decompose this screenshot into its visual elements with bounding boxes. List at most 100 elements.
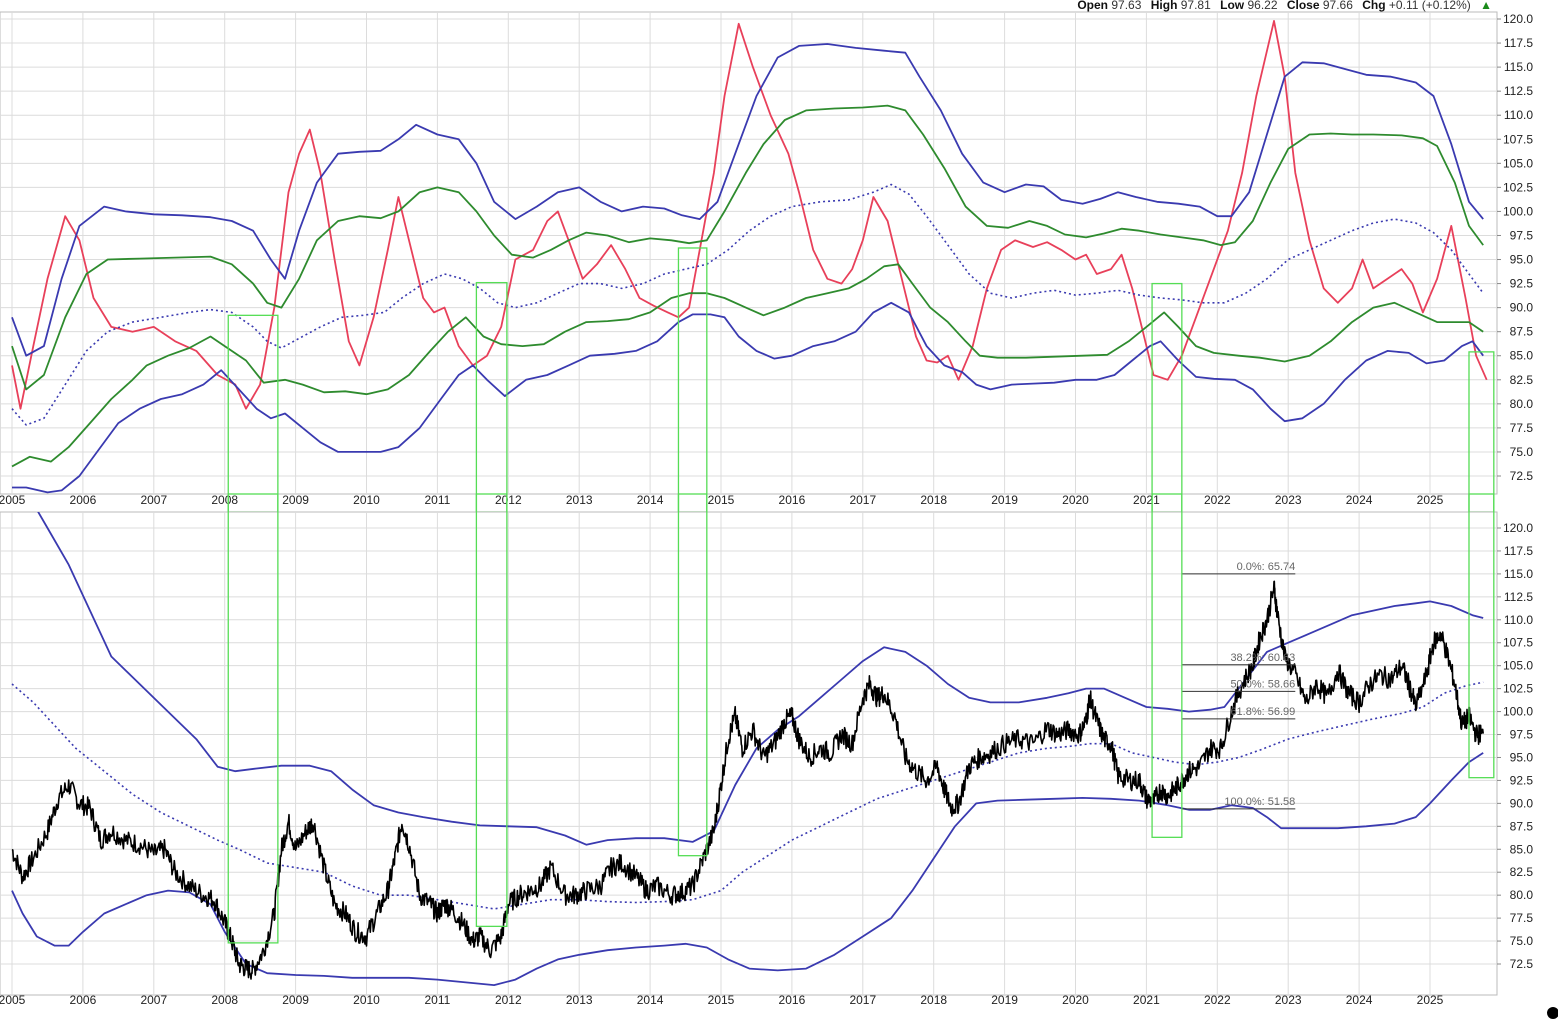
- x-tick-label: 2011: [424, 493, 450, 507]
- y-tick-label: 97.5: [1510, 228, 1534, 242]
- x-tick-label: 2011: [424, 993, 450, 1007]
- highlight-box: [475, 493, 508, 928]
- x-tick-label: 2006: [70, 993, 97, 1007]
- ohlc-header: Open 97.63 High 97.81 Low 96.22 Close 97…: [1077, 0, 1492, 12]
- y-tick-label: 92.5: [1510, 773, 1534, 787]
- y-tick-label: 92.5: [1510, 277, 1534, 291]
- y-tick-label: 77.5: [1510, 421, 1534, 435]
- y-tick-label: 87.5: [1510, 325, 1534, 339]
- x-tick-label: 2005: [0, 993, 26, 1007]
- x-tick-label: 2019: [991, 993, 1018, 1007]
- highlight-box: [677, 493, 708, 857]
- highlight-box: [1151, 493, 1183, 838]
- y-tick-label: 85.0: [1510, 842, 1534, 856]
- x-tick-label: 2022: [1204, 493, 1231, 507]
- y-tick-label: 105.0: [1503, 156, 1533, 170]
- x-tick-label: 2010: [353, 493, 380, 507]
- y-tick-label: 82.5: [1510, 373, 1534, 387]
- x-tick-label: 2016: [779, 993, 806, 1007]
- band-line-0: [37, 512, 1484, 846]
- y-tick-label: 77.5: [1510, 911, 1534, 925]
- x-tick-label: 2012: [495, 493, 522, 507]
- x-tick-label: 2017: [849, 993, 876, 1007]
- x-tick-label: 2023: [1275, 493, 1302, 507]
- x-tick-label: 2021: [1133, 993, 1160, 1007]
- up-arrow-icon: ▲: [1480, 0, 1492, 12]
- series-line-red-0: [11, 20, 1488, 410]
- plot-area: [0, 511, 1498, 996]
- fib-label: 61.8%: 56.99: [1230, 706, 1295, 718]
- low-label: Low: [1220, 0, 1245, 12]
- y-tick-label: 120.0: [1503, 12, 1533, 26]
- y-tick-label: 80.0: [1510, 397, 1534, 411]
- y-tick-label: 75.0: [1510, 934, 1534, 948]
- y-tick-label: 107.5: [1503, 636, 1533, 650]
- highlight-box: [1468, 493, 1495, 779]
- x-tick-label: 2025: [1417, 493, 1444, 507]
- y-tick-label: 90.0: [1510, 796, 1534, 810]
- x-tick-label: 2018: [920, 993, 947, 1007]
- y-tick-label: 117.5: [1504, 36, 1533, 50]
- x-tick-label: 2010: [353, 993, 380, 1007]
- high-label: High: [1150, 0, 1178, 12]
- x-tick-label: 2023: [1275, 993, 1302, 1007]
- price-line: [11, 580, 1484, 980]
- fib-label: 100.0%: 51.58: [1224, 796, 1295, 808]
- plot-clip: 0.0%: 65.74 38.2%: 60.63 50.0%: 58.66 61.8%…: [11, 512, 1484, 986]
- x-tick-label: 2022: [1204, 993, 1231, 1007]
- x-tick-label: 2019: [991, 493, 1018, 507]
- x-tick-label: 2007: [140, 493, 167, 507]
- x-tick-label: 2008: [211, 493, 238, 507]
- y-tick-label: 107.5: [1503, 132, 1533, 146]
- x-tick-label: 2005: [0, 493, 26, 507]
- y-tick-label: 112.5: [1504, 590, 1533, 604]
- y-tick-label: 115.0: [1504, 60, 1533, 74]
- series-line-green-4: [11, 263, 1484, 468]
- y-tick-label: 72.5: [1510, 469, 1534, 483]
- y-tick-label: 115.0: [1504, 567, 1533, 581]
- series-line-blue-5: [12, 301, 1484, 494]
- x-tick-label: 2020: [1062, 493, 1089, 507]
- highlight-box: [227, 493, 279, 944]
- chg-label: Chg: [1362, 0, 1386, 12]
- close-value: 97.66: [1322, 0, 1353, 12]
- x-tick-label: 2013: [566, 993, 593, 1007]
- high-value: 97.81: [1180, 0, 1211, 12]
- y-tick-label: 80.0: [1510, 888, 1534, 902]
- x-tick-label: 2012: [495, 993, 522, 1007]
- x-tick-label: 2007: [140, 993, 167, 1007]
- fib-label: 38.2%: 60.63: [1230, 652, 1295, 664]
- y-tick-label: 100.0: [1503, 204, 1533, 218]
- bottom-panel: 120.0 117.5 115.0 112.5 110.0 107.5 105.0 102.5…: [0, 493, 1534, 1007]
- x-tick-label: 2009: [282, 493, 309, 507]
- x-tick-label: 2020: [1062, 993, 1089, 1007]
- corner-dot: [1547, 1007, 1558, 1019]
- y-tick-label: 87.5: [1510, 819, 1534, 833]
- y-tick-label: 100.0: [1503, 705, 1533, 719]
- x-tick-label: 2014: [637, 993, 664, 1007]
- y-tick-label: 102.5: [1503, 180, 1533, 194]
- y-tick-label: 95.0: [1510, 253, 1534, 267]
- y-tick-label: 75.0: [1510, 445, 1534, 459]
- y-tick-label: 117.5: [1504, 544, 1533, 558]
- x-tick-label: 2013: [566, 493, 593, 507]
- x-tick-label: 2024: [1346, 493, 1373, 507]
- x-tick-label: 2008: [211, 993, 238, 1007]
- x-tick-label: 2015: [708, 993, 735, 1007]
- x-tick-label: 2024: [1346, 993, 1373, 1007]
- x-tick-label: 2025: [1417, 993, 1444, 1007]
- y-tick-label: 82.5: [1510, 865, 1534, 879]
- x-tick-label: 2009: [282, 993, 309, 1007]
- y-tick-label: 110.0: [1504, 613, 1533, 627]
- plot-clip: [11, 20, 1488, 494]
- y-tick-label: 112.5: [1504, 84, 1533, 98]
- y-tick-label: 97.5: [1510, 728, 1534, 742]
- y-tick-label: 95.0: [1510, 750, 1534, 764]
- open-label: Open: [1077, 0, 1109, 12]
- fib-label: 50.0%: 58.66: [1230, 678, 1295, 690]
- series-line-blue-1: [11, 43, 1484, 357]
- y-tick-label: 85.0: [1510, 349, 1534, 363]
- x-tick-label: 2017: [849, 493, 876, 507]
